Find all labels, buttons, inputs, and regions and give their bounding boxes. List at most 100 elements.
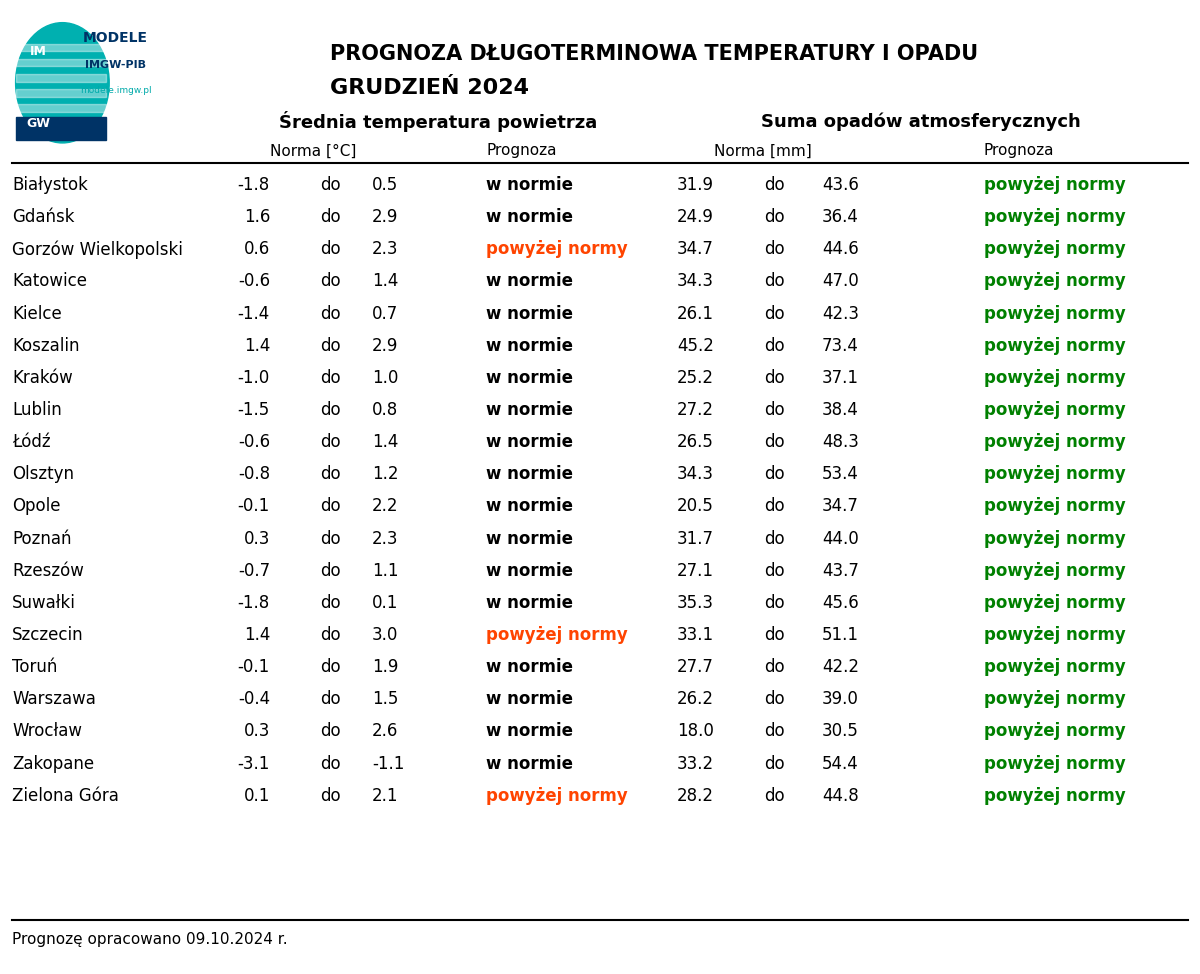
Text: powyżej normy: powyżej normy xyxy=(984,594,1126,612)
Text: Norma [°C]: Norma [°C] xyxy=(270,143,356,159)
Text: 0.8: 0.8 xyxy=(372,401,398,419)
Text: 0.5: 0.5 xyxy=(372,176,398,194)
Text: 1.6: 1.6 xyxy=(244,208,270,226)
Text: do: do xyxy=(319,691,341,708)
Text: 25.2: 25.2 xyxy=(677,369,714,387)
Text: 20.5: 20.5 xyxy=(677,498,714,515)
Text: do: do xyxy=(763,305,785,322)
Text: Poznań: Poznań xyxy=(12,530,72,547)
Text: do: do xyxy=(763,594,785,612)
Text: do: do xyxy=(763,498,785,515)
Text: powyżej normy: powyżej normy xyxy=(984,691,1126,708)
Text: powyżej normy: powyżej normy xyxy=(984,369,1126,387)
Text: do: do xyxy=(763,562,785,580)
Text: do: do xyxy=(763,176,785,194)
Text: 2.3: 2.3 xyxy=(372,241,398,258)
Text: 27.7: 27.7 xyxy=(677,658,714,676)
Text: Wrocław: Wrocław xyxy=(12,723,82,740)
Bar xyxy=(17,74,106,82)
Text: -0.6: -0.6 xyxy=(238,273,270,290)
Text: powyżej normy: powyżej normy xyxy=(984,466,1126,483)
Text: 43.7: 43.7 xyxy=(822,562,859,580)
Text: Opole: Opole xyxy=(12,498,60,515)
Text: -3.1: -3.1 xyxy=(238,755,270,772)
Text: -0.7: -0.7 xyxy=(238,562,270,580)
Text: w normie: w normie xyxy=(486,273,574,290)
Text: 35.3: 35.3 xyxy=(677,594,714,612)
Text: do: do xyxy=(319,498,341,515)
Text: 51.1: 51.1 xyxy=(822,626,859,644)
Text: w normie: w normie xyxy=(486,498,574,515)
Text: w normie: w normie xyxy=(486,723,574,740)
Text: -0.1: -0.1 xyxy=(238,658,270,676)
Text: do: do xyxy=(763,787,785,805)
Text: 1.1: 1.1 xyxy=(372,562,398,580)
Text: do: do xyxy=(763,401,785,419)
Text: Prognoza: Prognoza xyxy=(984,143,1055,159)
Text: 1.4: 1.4 xyxy=(244,337,270,355)
Text: do: do xyxy=(319,401,341,419)
Text: do: do xyxy=(763,530,785,547)
Text: 39.0: 39.0 xyxy=(822,691,859,708)
Text: 0.3: 0.3 xyxy=(244,723,270,740)
Text: 2.2: 2.2 xyxy=(372,498,398,515)
Text: do: do xyxy=(763,755,785,772)
Text: do: do xyxy=(319,273,341,290)
Text: Prognozę opracowano 09.10.2024 r.: Prognozę opracowano 09.10.2024 r. xyxy=(12,932,288,948)
Text: do: do xyxy=(763,208,785,226)
Text: do: do xyxy=(319,626,341,644)
Text: do: do xyxy=(319,176,341,194)
Text: do: do xyxy=(319,208,341,226)
Text: 1.4: 1.4 xyxy=(244,626,270,644)
Text: 27.2: 27.2 xyxy=(677,401,714,419)
Text: modele.imgw.pl: modele.imgw.pl xyxy=(80,86,151,94)
Text: w normie: w normie xyxy=(486,208,574,226)
Text: 24.9: 24.9 xyxy=(677,208,714,226)
Text: 2.1: 2.1 xyxy=(372,787,398,805)
Text: w normie: w normie xyxy=(486,337,574,355)
Text: -0.6: -0.6 xyxy=(238,433,270,451)
Text: do: do xyxy=(763,337,785,355)
Text: do: do xyxy=(763,273,785,290)
Text: do: do xyxy=(319,787,341,805)
Text: 38.4: 38.4 xyxy=(822,401,859,419)
Text: 2.3: 2.3 xyxy=(372,530,398,547)
Text: 1.4: 1.4 xyxy=(372,433,398,451)
Text: 31.7: 31.7 xyxy=(677,530,714,547)
Text: w normie: w normie xyxy=(486,691,574,708)
Text: do: do xyxy=(763,466,785,483)
Text: powyżej normy: powyżej normy xyxy=(486,787,628,805)
Text: 37.1: 37.1 xyxy=(822,369,859,387)
Text: Suwаłki: Suwаłki xyxy=(12,594,76,612)
Text: powyżej normy: powyżej normy xyxy=(984,626,1126,644)
Text: powyżej normy: powyżej normy xyxy=(984,658,1126,676)
Text: MODELE: MODELE xyxy=(83,31,148,45)
Text: 0.1: 0.1 xyxy=(244,787,270,805)
Text: 73.4: 73.4 xyxy=(822,337,859,355)
Text: Średnia temperatura powietrza: Średnia temperatura powietrza xyxy=(278,111,598,132)
Bar xyxy=(17,120,106,127)
Text: powyżej normy: powyżej normy xyxy=(984,208,1126,226)
Text: -1.5: -1.5 xyxy=(238,401,270,419)
Text: w normie: w normie xyxy=(486,176,574,194)
Text: Warszawa: Warszawa xyxy=(12,691,96,708)
Text: powyżej normy: powyżej normy xyxy=(486,241,628,258)
Text: do: do xyxy=(763,691,785,708)
Text: w normie: w normie xyxy=(486,755,574,772)
Text: 33.1: 33.1 xyxy=(677,626,714,644)
Text: powyżej normy: powyżej normy xyxy=(984,401,1126,419)
Text: 1.5: 1.5 xyxy=(372,691,398,708)
Text: 26.5: 26.5 xyxy=(677,433,714,451)
Text: IMGW-PIB: IMGW-PIB xyxy=(85,59,146,69)
Text: powyżej normy: powyżej normy xyxy=(984,562,1126,580)
Text: w normie: w normie xyxy=(486,305,574,322)
Text: 36.4: 36.4 xyxy=(822,208,859,226)
Bar xyxy=(17,89,106,96)
Text: do: do xyxy=(319,369,341,387)
Text: powyżej normy: powyżej normy xyxy=(984,273,1126,290)
Text: 3.0: 3.0 xyxy=(372,626,398,644)
Text: powyżej normy: powyżej normy xyxy=(984,433,1126,451)
Text: powyżej normy: powyżej normy xyxy=(984,337,1126,355)
Text: -0.8: -0.8 xyxy=(238,466,270,483)
Text: 34.3: 34.3 xyxy=(677,466,714,483)
